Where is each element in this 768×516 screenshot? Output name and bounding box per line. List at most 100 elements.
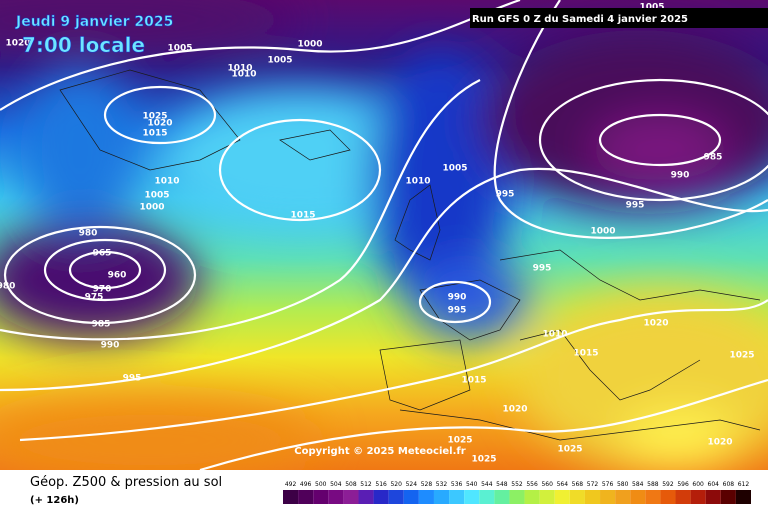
scale-label: 612 xyxy=(738,481,750,488)
isobar-label: 1010 xyxy=(154,177,179,187)
isobar-label: 1020 xyxy=(643,319,668,329)
isobar-label: 980 xyxy=(79,229,98,239)
isobar-label: 980 xyxy=(0,282,15,292)
isobar-label: 1000 xyxy=(590,227,615,237)
scale-swatch xyxy=(283,490,299,504)
scale-swatch xyxy=(373,490,389,504)
run-banner xyxy=(470,8,768,28)
scale-label: 524 xyxy=(406,481,418,488)
isobar-label: 1015 xyxy=(290,211,315,221)
isobar-label: 1015 xyxy=(461,376,486,386)
scale-label: 528 xyxy=(421,481,433,488)
isobar-label: 1020 xyxy=(707,438,732,448)
background-field xyxy=(0,0,768,480)
scale-label: 512 xyxy=(360,481,372,488)
scale-swatch xyxy=(554,490,570,504)
run-info: Run GFS 0 Z du Samedi 4 janvier 2025 xyxy=(472,14,688,25)
scale-label: 556 xyxy=(526,481,538,488)
isobar-label: 995 xyxy=(496,190,515,200)
scale-swatch xyxy=(418,490,434,504)
isobar-label: 1010 xyxy=(542,330,567,340)
isobar-label: 985 xyxy=(92,320,111,330)
isobar-label: 960 xyxy=(108,271,127,281)
scale-swatch xyxy=(313,490,329,504)
isobar-label: 1010 xyxy=(227,64,252,74)
isobar-label: 1005 xyxy=(442,164,467,174)
isobar-label: 1000 xyxy=(139,203,164,213)
scale-swatch xyxy=(328,490,344,504)
scale-label: 604 xyxy=(708,481,720,488)
scale-label: 596 xyxy=(677,481,689,488)
isobar-label: 1015 xyxy=(573,349,598,359)
color-scale: 492 496 500 504 508 512 516 520 524 528 532 536 540 5… xyxy=(283,481,751,504)
isobar-label: 995 xyxy=(123,374,142,384)
isobar-label: 1025 xyxy=(729,351,754,361)
scale-label: 548 xyxy=(496,481,508,488)
isobar-labels: 1020 1005 10001005101010101025102010151010… xyxy=(0,3,755,465)
valid-date: Jeudi 9 janvier 2025 xyxy=(15,14,173,30)
scale-swatch xyxy=(494,490,510,504)
isobar-label: 1015 xyxy=(142,129,167,139)
isobar-label: 1020 xyxy=(147,119,172,129)
scale-swatch xyxy=(343,490,359,504)
scale-label: 572 xyxy=(587,481,599,488)
scale-label: 496 xyxy=(300,481,312,488)
isobar-label: 1020 xyxy=(5,39,30,49)
isobar-label: 1000 xyxy=(297,40,322,50)
isobar-label: 1010 xyxy=(405,177,430,187)
scale-label: 592 xyxy=(662,481,674,488)
valid-time: 7:00 locale xyxy=(22,33,145,57)
scale-label: 508 xyxy=(345,481,357,488)
isobars xyxy=(0,0,768,470)
scale-swatch xyxy=(298,490,314,504)
isobar-label: 1005 xyxy=(167,44,192,54)
isobar-label: 1005 xyxy=(144,191,169,201)
scale-label: 552 xyxy=(511,481,523,488)
scale-swatch xyxy=(433,490,450,504)
isobar-label: 1005 xyxy=(639,3,664,13)
scale-label: 540 xyxy=(466,481,478,488)
isobar-label: 985 xyxy=(704,153,723,163)
isobar-label: 995 xyxy=(626,201,645,211)
isobar-label: 995 xyxy=(448,306,467,316)
scale-swatch xyxy=(479,490,495,504)
scale-label: 568 xyxy=(572,481,584,488)
scale-label: 564 xyxy=(557,481,569,488)
scale-swatch xyxy=(645,490,661,504)
scale-swatch xyxy=(464,490,480,504)
copyright: Copyright © 2025 Meteociel.fr xyxy=(294,446,465,457)
isobar-label: 990 xyxy=(101,341,120,351)
scale-swatch xyxy=(690,490,706,504)
scale-swatch xyxy=(569,490,585,504)
isobar-label: 965 xyxy=(93,249,112,259)
scale-swatch xyxy=(675,490,691,504)
scale-label: 580 xyxy=(617,481,629,488)
product-title: Géop. Z500 & pression au sol xyxy=(30,475,222,490)
scale-swatch xyxy=(358,490,374,504)
isobar-label: 975 xyxy=(85,293,104,303)
isobar-label: 1020 xyxy=(502,405,527,415)
scale-swatch xyxy=(449,490,465,504)
scale-label: 608 xyxy=(723,481,735,488)
scale-label: 500 xyxy=(315,481,327,488)
isobar-label: 1025 xyxy=(142,112,167,122)
scale-swatch xyxy=(615,490,631,504)
scale-swatch xyxy=(735,490,751,504)
scale-swatch xyxy=(600,490,616,504)
scale-label: 516 xyxy=(375,481,387,488)
isobar-label: 970 xyxy=(93,285,112,295)
isobar-label: 990 xyxy=(671,171,690,181)
scale-swatch xyxy=(705,490,721,504)
scale-swatch xyxy=(388,490,404,504)
isobar-label: 1025 xyxy=(471,455,496,465)
scale-label: 504 xyxy=(330,481,342,488)
scale-swatch xyxy=(524,490,540,504)
scale-label: 532 xyxy=(436,481,448,488)
scale-label: 520 xyxy=(390,481,402,488)
isobar-label: 990 xyxy=(448,293,467,303)
scale-swatch xyxy=(539,490,555,504)
scale-label: 560 xyxy=(541,481,553,488)
scale-label: 584 xyxy=(632,481,644,488)
